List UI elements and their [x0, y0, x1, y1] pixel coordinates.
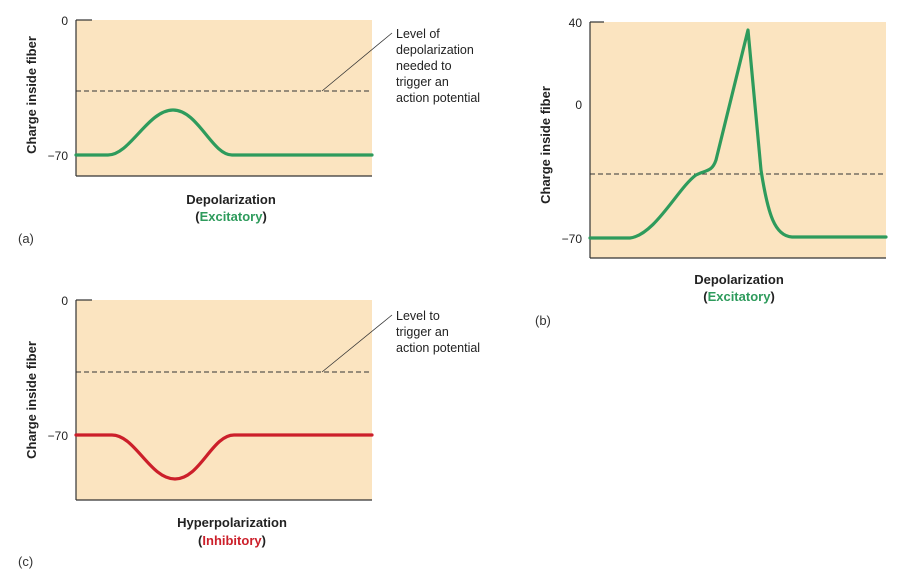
panel-b-y-axis-label: Charge inside fiber [538, 86, 553, 204]
panel-a-y-axis-label: Charge inside fiber [24, 36, 39, 154]
panel-c-y-axis-label: Charge inside fiber [24, 341, 39, 459]
panel-c-tick-bottom-label: −70 [48, 429, 69, 443]
panel-c-caption-line2: (Inhibitory) [198, 533, 266, 548]
panel-a: 0 −70 Charge inside fiber Level of depol… [18, 14, 480, 246]
panel-a-caption-line1: Depolarization [186, 192, 276, 207]
panel-c-note: Level to trigger an action potential [396, 309, 480, 355]
panel-b-tick-bottom-label: −70 [562, 232, 583, 246]
panel-c-plot-background [76, 300, 372, 500]
panel-a-note-line: Level of [396, 27, 440, 41]
panel-c-leader-line [321, 314, 393, 373]
panel-a-potential-curve [74, 108, 374, 157]
panel-a-label: (a) [18, 231, 34, 246]
panel-a-note-line: needed to [396, 59, 452, 73]
panel-b-caption-line1: Depolarization [694, 272, 784, 287]
panel-c-label: (c) [18, 554, 33, 569]
panel-a-tick-top-label: 0 [61, 14, 68, 28]
panel-a-caption-close: ) [262, 209, 266, 224]
panel-a-caption-open: ( [195, 209, 200, 224]
panel-c-caption-line1: Hyperpolarization [177, 515, 287, 530]
panel-b-tick-top-label: 40 [569, 16, 583, 30]
panel-b-caption-word: Excitatory [708, 289, 772, 304]
panel-a-tick-bottom-label: −70 [48, 149, 69, 163]
panel-c-caption-close: ) [262, 533, 266, 548]
panel-b: 40 0 −70 Charge inside fiber Depolarizat… [535, 16, 888, 328]
panel-a-note: Level of depolarization needed to trigge… [396, 27, 480, 105]
panel-c-note-line: action potential [396, 341, 480, 355]
panel-b-caption-open: ( [703, 289, 708, 304]
panel-b-label: (b) [535, 313, 551, 328]
panel-c-caption-open: ( [198, 533, 203, 548]
panel-a-caption-line2: (Excitatory) [195, 209, 267, 224]
panel-c: 0 −70 Charge inside fiber Level to trigg… [18, 294, 480, 569]
panel-b-caption-line2: (Excitatory) [703, 289, 775, 304]
panel-c-note-line: trigger an [396, 325, 449, 339]
panel-c-potential-curve [74, 433, 374, 481]
panel-a-note-line: depolarization [396, 43, 474, 57]
panel-c-tick-top-label: 0 [61, 294, 68, 308]
panel-a-note-line: trigger an [396, 75, 449, 89]
panel-a-note-line: action potential [396, 91, 480, 105]
panel-a-leader-line [321, 32, 393, 92]
panel-b-action-potential-curve [588, 28, 888, 240]
panel-b-plot-background [590, 22, 886, 258]
panel-c-note-line: Level to [396, 309, 440, 323]
panel-a-caption-word: Excitatory [200, 209, 264, 224]
panel-b-tick-mid-label: 0 [575, 98, 582, 112]
panel-b-caption-close: ) [770, 289, 774, 304]
panel-c-caption-word: Inhibitory [202, 533, 262, 548]
panel-a-plot-background [76, 20, 372, 176]
